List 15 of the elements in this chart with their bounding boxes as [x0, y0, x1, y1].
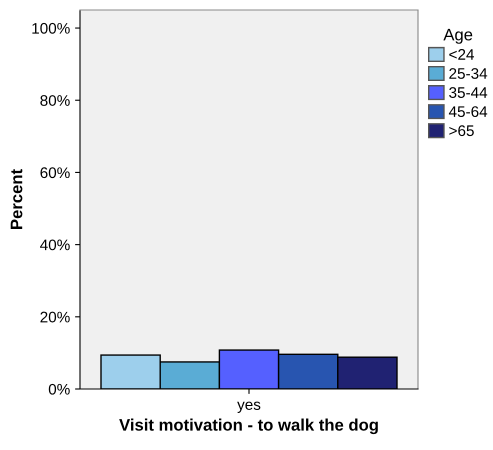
- y-tick-label: 0%: [48, 384, 70, 395]
- x-axis-title: Visit motivation - to walk the dog: [119, 418, 378, 434]
- legend-title: Age: [443, 28, 472, 44]
- legend-label: 45-64: [448, 106, 488, 118]
- x-tick-label: yes: [237, 402, 260, 413]
- y-tick-label: 40%: [40, 239, 70, 250]
- legend-label: >65: [449, 125, 474, 136]
- legend-label: 25-34: [449, 68, 488, 79]
- y-tick-label: 100%: [32, 22, 70, 34]
- y-tick-label: 60%: [40, 167, 70, 178]
- legend-label: <24: [449, 49, 474, 60]
- y-tick-label: 80%: [40, 95, 70, 106]
- y-axis-title: Percent: [10, 169, 22, 229]
- y-tick-label: 20%: [40, 312, 70, 322]
- legend-label: 35-44: [449, 87, 488, 98]
